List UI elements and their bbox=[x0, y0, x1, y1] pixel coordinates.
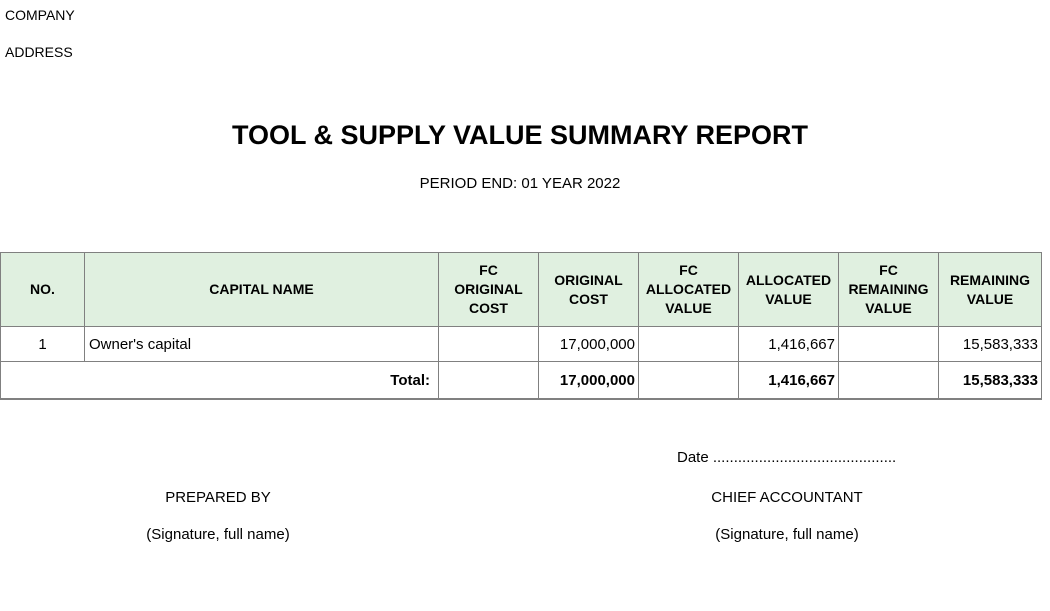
total-remaining-value: 15,583,333 bbox=[938, 361, 1042, 400]
company-label: COMPANY bbox=[5, 7, 75, 23]
total-fc-original-cost bbox=[438, 361, 539, 400]
col-header-original-cost: ORIGINAL COST bbox=[538, 252, 639, 327]
total-original-cost: 17,000,000 bbox=[538, 361, 639, 400]
signature-note-right: (Signature, full name) bbox=[715, 526, 859, 543]
chief-accountant-label: CHIEF ACCOUNTANT bbox=[711, 489, 863, 506]
address-label: ADDRESS bbox=[5, 44, 73, 60]
col-header-fc-allocated-value: FC ALLOCATED VALUE bbox=[638, 252, 739, 327]
signature-note-left: (Signature, full name) bbox=[146, 526, 290, 543]
prepared-by-label: PREPARED BY bbox=[165, 489, 271, 506]
report-title: TOOL & SUPPLY VALUE SUMMARY REPORT bbox=[231, 120, 809, 150]
cell-original-cost: 17,000,000 bbox=[538, 326, 639, 362]
table-row: 1 Owner's capital 17,000,000 1,416,667 1… bbox=[0, 326, 1042, 362]
cell-allocated-value: 1,416,667 bbox=[738, 326, 839, 362]
total-fc-remaining-value bbox=[838, 361, 939, 400]
cell-fc-original-cost bbox=[438, 326, 539, 362]
col-header-remaining-value: REMAINING VALUE bbox=[938, 252, 1042, 327]
col-header-fc-original-cost: FC ORIGINAL COST bbox=[438, 252, 539, 327]
date-line: Date ...................................… bbox=[677, 449, 897, 466]
cell-remaining-value: 15,583,333 bbox=[938, 326, 1042, 362]
cell-capital-name: Owner's capital bbox=[84, 326, 439, 362]
col-header-allocated-value: ALLOCATED VALUE bbox=[738, 252, 839, 327]
cell-fc-allocated-value bbox=[638, 326, 739, 362]
col-header-capital-name: CAPITAL NAME bbox=[84, 252, 439, 327]
table-header-row: NO. CAPITAL NAME FC ORIGINAL COST ORIGIN… bbox=[0, 252, 1042, 327]
total-fc-allocated-value bbox=[638, 361, 739, 400]
cell-fc-remaining-value bbox=[838, 326, 939, 362]
cell-no: 1 bbox=[0, 326, 85, 362]
col-header-no: NO. bbox=[0, 252, 85, 327]
summary-table: NO. CAPITAL NAME FC ORIGINAL COST ORIGIN… bbox=[0, 252, 1042, 400]
report-period: PERIOD END: 01 YEAR 2022 bbox=[419, 175, 621, 192]
total-allocated-value: 1,416,667 bbox=[738, 361, 839, 400]
total-label: Total: bbox=[0, 361, 439, 400]
col-header-fc-remaining-value: FC REMAINING VALUE bbox=[838, 252, 939, 327]
total-row: Total: 17,000,000 1,416,667 15,583,333 bbox=[0, 361, 1042, 400]
